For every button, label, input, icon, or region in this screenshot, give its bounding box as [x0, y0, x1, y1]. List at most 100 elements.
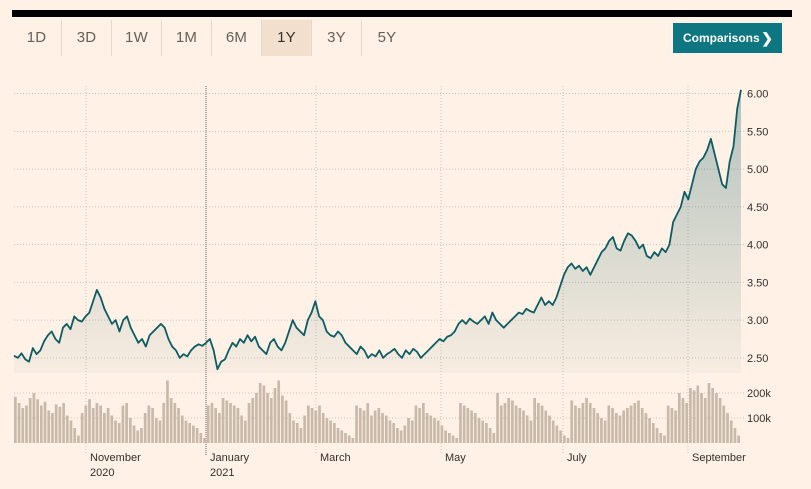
volume-bar — [295, 423, 299, 443]
volume-bar — [154, 418, 158, 443]
volume-bar — [596, 413, 600, 443]
volume-bar — [132, 425, 136, 443]
volume-bar — [362, 410, 366, 443]
tab-1d[interactable]: 1D — [12, 20, 62, 56]
volume-bar — [225, 400, 229, 443]
tab-3y[interactable]: 3Y — [312, 20, 362, 56]
volume-bar — [140, 428, 143, 443]
volume-bar — [188, 423, 192, 443]
volume-bar — [481, 420, 485, 443]
volume-bar — [91, 408, 95, 443]
volume-bar — [143, 413, 147, 443]
volume-bar — [229, 403, 232, 443]
tab-5y[interactable]: 5Y — [377, 29, 397, 46]
year-label: 2020 — [90, 467, 114, 479]
volume-bar — [551, 420, 555, 443]
tab-1y[interactable]: 1Y — [262, 20, 312, 56]
volume-bar — [247, 403, 251, 443]
volume-bar — [577, 408, 581, 443]
volume-bar — [540, 405, 544, 443]
volume-bar — [503, 403, 507, 443]
comparisons-button[interactable]: Comparisons ❯ — [673, 23, 782, 53]
volume-bar — [281, 395, 284, 443]
volume-bar — [358, 408, 362, 443]
volume-bar — [637, 400, 640, 443]
volume-bar — [21, 408, 25, 443]
volume-bar — [84, 405, 88, 443]
volume-bar — [162, 403, 166, 443]
price-axis: 6.00 5.50 5.00 4.50 4.00 3.50 3.00 2.50 — [747, 89, 768, 365]
volume-bar — [114, 420, 117, 443]
volume-bar — [399, 430, 403, 443]
volume-bar — [488, 428, 492, 443]
volume-bar — [121, 405, 125, 443]
volume-bar — [455, 438, 459, 443]
month-label: September — [692, 452, 746, 464]
volume-bar — [266, 393, 269, 443]
tab-3d[interactable]: 3D — [62, 20, 112, 56]
volume-bar — [95, 403, 99, 443]
volume-bar — [80, 413, 84, 443]
volume-bar — [307, 405, 310, 443]
volume-bar — [218, 413, 221, 443]
volume-bar — [321, 413, 325, 443]
volume-bar — [574, 405, 577, 443]
price-line-layer — [13, 89, 742, 371]
volume-bar — [195, 428, 199, 443]
price-line — [13, 89, 742, 371]
month-label: March — [320, 452, 351, 464]
price-tick-label: 4.00 — [747, 240, 768, 252]
volume-bar — [459, 403, 462, 443]
volume-bar — [444, 430, 447, 443]
tab-6m[interactable]: 6M — [212, 20, 262, 56]
volume-bar — [544, 410, 548, 443]
price-tick-label: 3.00 — [747, 315, 768, 327]
volume-bar — [477, 418, 481, 443]
price-area — [14, 89, 741, 373]
price-tick-label: 2.50 — [747, 353, 768, 365]
volume-bar — [221, 398, 225, 443]
volume-bar — [729, 420, 733, 443]
volume-bar — [325, 418, 329, 443]
volume-bar — [158, 420, 162, 443]
volume-bar — [536, 403, 540, 443]
price-tick-label: 4.50 — [747, 202, 768, 214]
volume-bar — [262, 385, 266, 443]
volume-bar — [422, 403, 425, 443]
volume-bar — [511, 400, 514, 443]
chevron-right-icon: ❯ — [761, 29, 773, 46]
volume-bar — [269, 398, 273, 443]
volume-bar — [518, 408, 522, 443]
volume-bar — [69, 420, 73, 443]
volume-bar — [403, 425, 407, 443]
price-tick-label: 5.50 — [747, 126, 768, 138]
volume-bar — [47, 410, 51, 443]
volume-bar — [166, 380, 169, 443]
volume-bar — [58, 406, 62, 443]
volume-bar — [492, 433, 496, 443]
volume-bar — [366, 403, 370, 443]
volume-bar — [718, 398, 722, 443]
volume-bar — [288, 413, 292, 443]
volume-bar — [640, 408, 644, 443]
volume-bar — [485, 423, 488, 443]
tab-1w[interactable]: 1W — [112, 20, 162, 56]
volume-bar — [299, 428, 303, 443]
volume-bar — [318, 405, 321, 443]
volume-bar — [633, 403, 637, 443]
tab-1m[interactable]: 1M — [162, 20, 212, 56]
volume-bar — [414, 405, 418, 443]
month-label: May — [445, 452, 466, 464]
volume-bar — [429, 415, 433, 443]
volume-bar — [203, 438, 206, 443]
volume-bar — [77, 435, 80, 443]
volume-bar — [659, 433, 663, 443]
volume-bar — [618, 415, 622, 443]
volume-bar — [470, 410, 473, 443]
volume-bar — [525, 415, 529, 443]
volume-bar — [329, 420, 332, 443]
volume-bar — [507, 398, 511, 443]
volume-bar — [696, 385, 700, 443]
volume-bar — [666, 405, 670, 443]
